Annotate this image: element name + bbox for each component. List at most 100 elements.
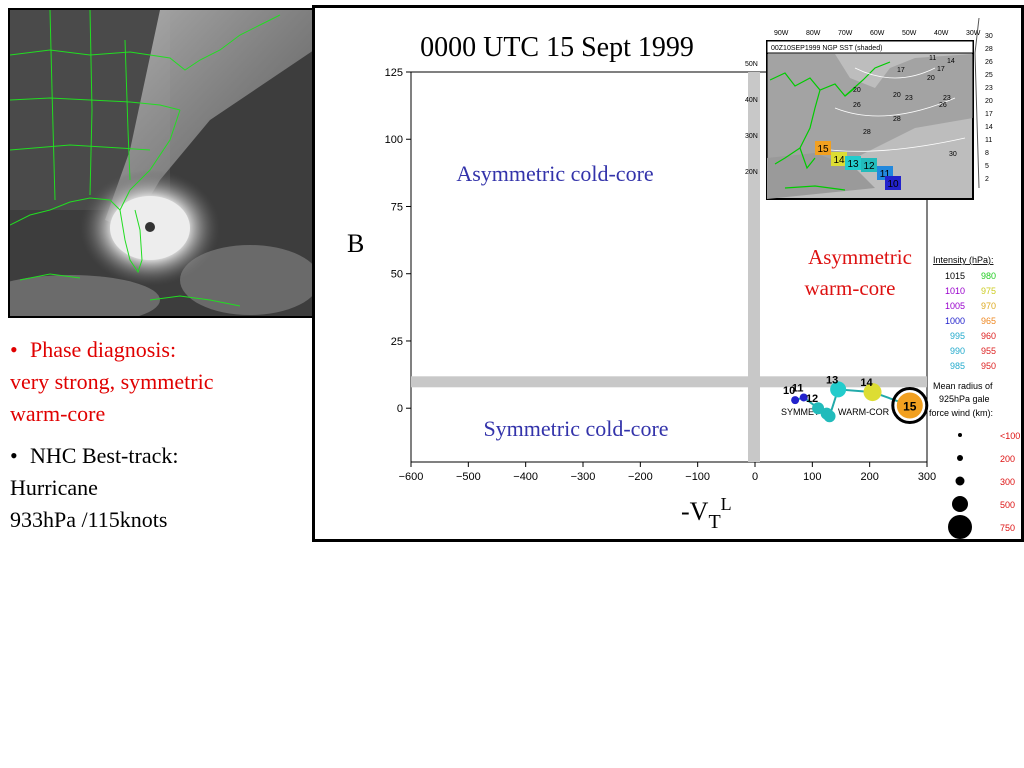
track-point (823, 410, 836, 423)
x-tick-label: 100 (803, 471, 821, 483)
inset-scale-bar (974, 17, 980, 189)
legend-intensity-value: 960 (981, 331, 996, 341)
x-axis-ticks: −600 −500 −400 −300 −200 −100 0 100 200 300 (399, 462, 936, 483)
inset-lon-label: 40W (934, 30, 949, 37)
inset-isotherm-label: 17 (937, 66, 945, 73)
inset-isotherm-label: 20 (893, 92, 901, 99)
y-tick-label: 25 (391, 336, 403, 348)
inset-scale-labels: 30 28 26 25 23 20 17 14 11 8 5 2 (985, 33, 993, 183)
track-point-label: 12 (806, 393, 818, 405)
inset-isotherm-label: 14 (947, 58, 955, 65)
inset-isotherm-label: 17 (897, 67, 905, 74)
inset-lat-label: 30N (745, 133, 758, 140)
legend-intensity-value: 980 (981, 271, 996, 281)
legend-radius-title-2: 925hPa gale (939, 394, 990, 404)
inset-lon-label: 90W (774, 30, 789, 37)
region-asymmetric-warm-line2: warm-core (805, 276, 896, 300)
x-tick-label: −100 (685, 471, 710, 483)
track-point (799, 393, 808, 402)
legend-intensity-value: 1000 (945, 316, 965, 326)
inset-track-label: 13 (847, 159, 859, 170)
track-point (896, 392, 923, 419)
legend-intensity-value: 1005 (945, 301, 965, 311)
x-tick-label: −200 (628, 471, 653, 483)
inset-scale-label: 2 (985, 176, 989, 183)
legend-intensity-value: 995 (950, 331, 965, 341)
inset-track-box (831, 152, 847, 166)
legend-intensity-value: 1015 (945, 271, 965, 281)
inset-lon-labels: 90W 80W 70W 60W 50W 40W 30W (774, 30, 981, 37)
inset-isotherm-label: 23 (905, 95, 913, 102)
legend-radius-marker (957, 455, 963, 461)
legend-intensity-value: 990 (950, 346, 965, 356)
inset-scale-label: 20 (985, 98, 993, 105)
legend-intensity-title: Intensity (hPa): (933, 255, 994, 265)
inset-isotherm-label: 28 (863, 129, 871, 136)
y-tick-label: 50 (391, 269, 403, 281)
legend-radius-value: 500 (1000, 500, 1015, 510)
inset-isotherm-label: 30 (949, 151, 957, 158)
bullet-line: • NHC Best-track: (10, 443, 179, 468)
inset-lon-label: 60W (870, 30, 885, 37)
inset-track-box (861, 158, 877, 172)
track-point-label: 15 (903, 400, 917, 414)
legend-radius-title-3: force wind (km): (929, 408, 993, 418)
x-axis-label-sub: T (708, 511, 720, 533)
inset-title: 00Z10SEP1999 NGP SST (shaded) (771, 45, 882, 52)
x-tick-label: −500 (456, 471, 481, 483)
inset-track-box (845, 156, 861, 170)
legend-intensity-value: 970 (981, 301, 996, 311)
track-point (830, 381, 847, 398)
legend-radius-value: 200 (1000, 454, 1015, 464)
inset-isotherm-label: 26 (853, 102, 861, 109)
y-tick-label: 75 (391, 201, 403, 213)
x-axis-label-main: -V (681, 497, 709, 526)
inset-sst-map: 00Z10SEP1999 NGP SST (shaded) 11 14171720… (745, 17, 993, 200)
legend-radius-marker (958, 433, 962, 437)
inset-track-box (885, 176, 901, 190)
legend-radius-marker (952, 496, 968, 512)
x-tick-label: 0 (752, 471, 758, 483)
legend-radius-value: <100 (1000, 431, 1020, 441)
inset-scale-label: 14 (985, 124, 993, 131)
region-symmetric-warm-part2: WARM-COR (838, 407, 890, 417)
track-point (863, 383, 882, 402)
legend-radius-marker (948, 515, 972, 539)
x-axis-label-sup: L (721, 494, 732, 514)
x-tick-label: 300 (918, 471, 936, 483)
region-symmetric-cold: Symmetric cold-core (483, 416, 668, 441)
y-tick-label: 100 (385, 134, 403, 146)
legend-radius-value: 300 (1000, 477, 1015, 487)
inset-lon-label: 70W (838, 30, 853, 37)
track-point-label: 11 (792, 382, 804, 394)
inset-lon-label: 30W (966, 30, 981, 37)
inset-scale-label: 5 (985, 163, 989, 170)
horizontal-divider (411, 376, 927, 388)
phase-diagram-svg: −600 −500 −400 −300 −200 −100 0 100 200 300 02550… (347, 17, 1020, 539)
bullet-line: Hurricane (10, 475, 98, 500)
phase-diagnosis-bullet: • Phase diagnosis: very strong, symmetric… (10, 334, 310, 430)
chart-title: 0000 UTC 15 Sept 1999 (420, 32, 694, 63)
bullet-text: Phase diagnosis: (30, 337, 177, 362)
legend-intensity-value: 950 (981, 361, 996, 371)
inset-isotherm-label: 20 (927, 75, 935, 82)
region-symmetric-warm-part1: SYMMET (781, 407, 820, 417)
y-axis-label: B (347, 229, 364, 258)
inset-track-box (815, 141, 831, 155)
inset-scale-label: 8 (985, 150, 989, 157)
y-tick-label: 125 (385, 67, 403, 79)
legend-radius-title-1: Mean radius of (933, 381, 993, 391)
inset-scale-label: 25 (985, 72, 993, 79)
x-tick-label: −300 (571, 471, 596, 483)
legend-radius-marker (955, 476, 965, 486)
inset-lon-label: 50W (902, 30, 917, 37)
bullet-line: 933hPa /115knots (10, 507, 168, 532)
legend-intensity-value: 975 (981, 286, 996, 296)
legend-radius-values: <100 200 300 500 750 (948, 431, 1020, 539)
inset-lat-label: 40N (745, 97, 758, 104)
inset-lon-label: 80W (806, 30, 821, 37)
bullet-line: warm-core (10, 401, 106, 426)
legend-intensity-values: 1015 980 1010 975 1005 970 1000 965 995 960 990 955… (945, 271, 996, 371)
